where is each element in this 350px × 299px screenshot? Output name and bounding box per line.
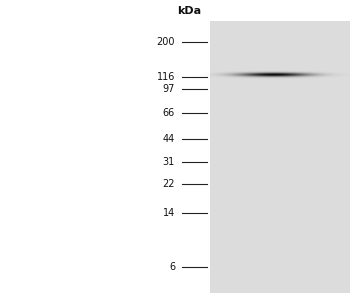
Text: 200: 200 bbox=[156, 37, 175, 48]
Bar bbox=[210, 21, 350, 293]
Text: 116: 116 bbox=[157, 72, 175, 82]
Text: 44: 44 bbox=[163, 135, 175, 144]
Text: 6: 6 bbox=[169, 262, 175, 272]
Text: kDa: kDa bbox=[177, 6, 201, 16]
Text: 97: 97 bbox=[163, 84, 175, 94]
Text: 22: 22 bbox=[162, 179, 175, 189]
Text: 14: 14 bbox=[163, 208, 175, 218]
Text: 31: 31 bbox=[163, 157, 175, 167]
Text: 66: 66 bbox=[163, 109, 175, 118]
